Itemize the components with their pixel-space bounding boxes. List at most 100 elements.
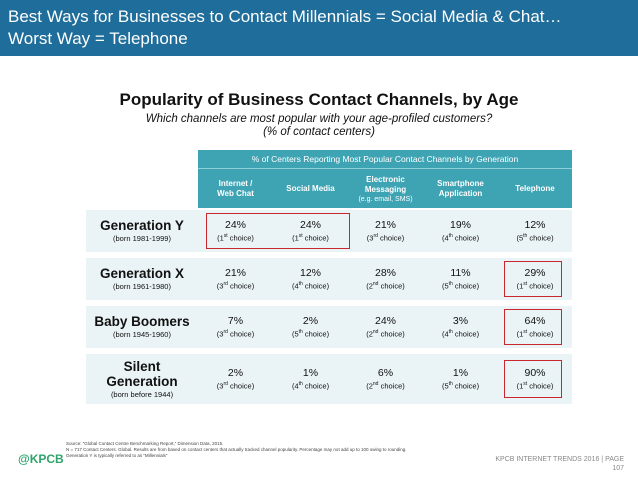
table-cell: 12% (5th choice) xyxy=(498,210,572,252)
cell-rank: (2nd choice) xyxy=(366,380,405,391)
column-header-telephone: Telephone xyxy=(498,170,572,208)
cell-percent: 24% xyxy=(299,218,321,231)
cell-percent: 12% xyxy=(524,218,546,231)
cell-rank: (1st choice) xyxy=(516,280,554,291)
table-cell: 90% (1st choice) xyxy=(498,354,572,404)
cell-rank: (2nd choice) xyxy=(366,280,405,291)
generation-born: (born before 1944) xyxy=(110,389,174,399)
subtitle-question: Which channels are most popular with you… xyxy=(145,113,493,125)
table-cell: 21% (3rd choice) xyxy=(348,210,423,252)
row-label-generation-y: Generation Y (born 1981-1999) xyxy=(86,210,198,252)
generation-name: Silent xyxy=(123,358,161,374)
column-label: Electronic xyxy=(366,174,405,184)
highlight-box-gen-y xyxy=(206,213,350,249)
footer-report-name: KPCB INTERNET TRENDS 2016 | PAGE xyxy=(495,456,624,463)
cell-percent: 28% xyxy=(374,266,396,279)
column-label: Telephone xyxy=(515,184,555,193)
table-cell: 24% (1st choice) xyxy=(273,210,348,252)
cell-rank: (5th choice) xyxy=(516,232,554,243)
table-cell: 2% (3rd choice) xyxy=(198,354,273,404)
page-number: 107 xyxy=(612,465,624,472)
cell-percent: 24% xyxy=(374,314,396,327)
column-header-social-media: Social Media xyxy=(273,170,348,208)
column-header-smartphone-app: Smartphone Application xyxy=(423,170,498,208)
cell-rank: (5th choice) xyxy=(291,328,330,339)
cell-percent: 2% xyxy=(302,314,319,327)
source-line: Source: “Global Contact Centre Benchmark… xyxy=(66,441,224,446)
group-header: % of Centers Reporting Most Popular Cont… xyxy=(198,150,572,169)
cell-rank: (5th choice) xyxy=(441,380,480,391)
table-cell: 64% (1st choice) xyxy=(498,306,572,348)
generation-born: (born 1981-1999) xyxy=(113,234,171,243)
source-line: Generation Y is typically referred to as… xyxy=(66,453,168,458)
cell-rank: (3rd choice) xyxy=(216,280,255,291)
cell-percent: 24% xyxy=(224,218,246,231)
cell-percent: 1% xyxy=(452,366,469,379)
cell-percent: 2% xyxy=(227,366,244,379)
cell-percent: 90% xyxy=(524,366,546,379)
table-row-generation-y xyxy=(86,210,572,252)
table-cell: 21% (3rd choice) xyxy=(198,258,273,300)
table-cell: 7% (3rd choice) xyxy=(198,306,273,348)
column-label: Smartphone xyxy=(437,179,484,188)
subtitle-unit: (% of contact centers) xyxy=(263,126,375,138)
cell-percent: 19% xyxy=(449,218,471,231)
table-cell: 12% (4th choice) xyxy=(273,258,348,300)
generation-born: (born 1945-1960) xyxy=(113,330,171,339)
cell-rank: (4th choice) xyxy=(441,232,480,243)
column-label: Internet / xyxy=(218,179,253,188)
cell-rank: (4th choice) xyxy=(441,328,480,339)
header-line-2: Worst Way = Telephone xyxy=(8,29,188,48)
table-cell: 1% (4th choice) xyxy=(273,354,348,404)
cell-rank: (1st choice) xyxy=(516,380,554,391)
table-cell: 11% (5th choice) xyxy=(423,258,498,300)
table-row-silent-generation xyxy=(86,354,572,404)
generation-name-line2: Generation xyxy=(106,373,178,389)
column-header-electronic-messaging: Electronic Messaging (e.g. email, SMS) xyxy=(348,170,423,208)
table-cell: 2% (5th choice) xyxy=(273,306,348,348)
highlight-box-silent xyxy=(504,360,562,398)
table-header: % of Centers Reporting Most Popular Cont… xyxy=(198,150,572,208)
table-cell: 19% (4th choice) xyxy=(423,210,498,252)
table-row-generation-x xyxy=(86,258,572,300)
column-label: Messaging xyxy=(364,184,407,194)
cell-rank: (1st choice) xyxy=(217,232,254,243)
row-label-baby-boomers: Baby Boomers (born 1945-1960) xyxy=(86,306,198,348)
cell-percent: 29% xyxy=(524,266,546,279)
kpcb-logo: @KPCB xyxy=(18,452,64,466)
cell-percent: 12% xyxy=(299,266,321,279)
header-banner: Best Ways for Businesses to Contact Mill… xyxy=(0,0,638,56)
column-header-web-chat: Internet / Web Chat xyxy=(198,170,273,208)
table-cell: 28% (2nd choice) xyxy=(348,258,423,300)
table-cell: 29% (1st choice) xyxy=(498,258,572,300)
cell-rank: (1st choice) xyxy=(516,328,554,339)
table-cell: 6% (2nd choice) xyxy=(348,354,423,404)
table-cell: 24% (2nd choice) xyxy=(348,306,423,348)
column-label: Social Media xyxy=(286,184,335,193)
column-label: Web Chat xyxy=(217,189,254,198)
cell-percent: 64% xyxy=(524,314,546,327)
cell-percent: 11% xyxy=(450,266,471,279)
table-cell: 1% (5th choice) xyxy=(423,354,498,404)
cell-percent: 21% xyxy=(374,218,396,231)
source-note: Source: “Global Contact Centre Benchmark… xyxy=(66,441,436,459)
generation-name: Generation X xyxy=(99,266,185,281)
highlight-box-gen-x xyxy=(504,261,562,297)
highlight-box-boomers xyxy=(504,309,562,345)
generation-name: Generation Y xyxy=(100,218,184,233)
cell-percent: 6% xyxy=(377,366,394,379)
cell-percent: 7% xyxy=(227,314,244,327)
cell-rank: (3rd choice) xyxy=(216,380,255,391)
row-label-generation-x: Generation X (born 1961-1980) xyxy=(86,258,198,300)
header-line-1: Best Ways for Businesses to Contact Mill… xyxy=(8,7,562,26)
cell-rank: (3rd choice) xyxy=(216,328,255,339)
cell-percent: 1% xyxy=(302,366,319,379)
table-row-baby-boomers xyxy=(86,306,572,348)
cell-rank: (1st choice) xyxy=(292,232,329,243)
column-label: Application xyxy=(438,189,483,198)
cell-rank: (2nd choice) xyxy=(366,328,405,339)
cell-rank: (4th choice) xyxy=(291,280,330,291)
cell-percent: 21% xyxy=(224,266,246,279)
table-cell: 24% (1st choice) xyxy=(198,210,273,252)
table-cell: 3% (4th choice) xyxy=(423,306,498,348)
